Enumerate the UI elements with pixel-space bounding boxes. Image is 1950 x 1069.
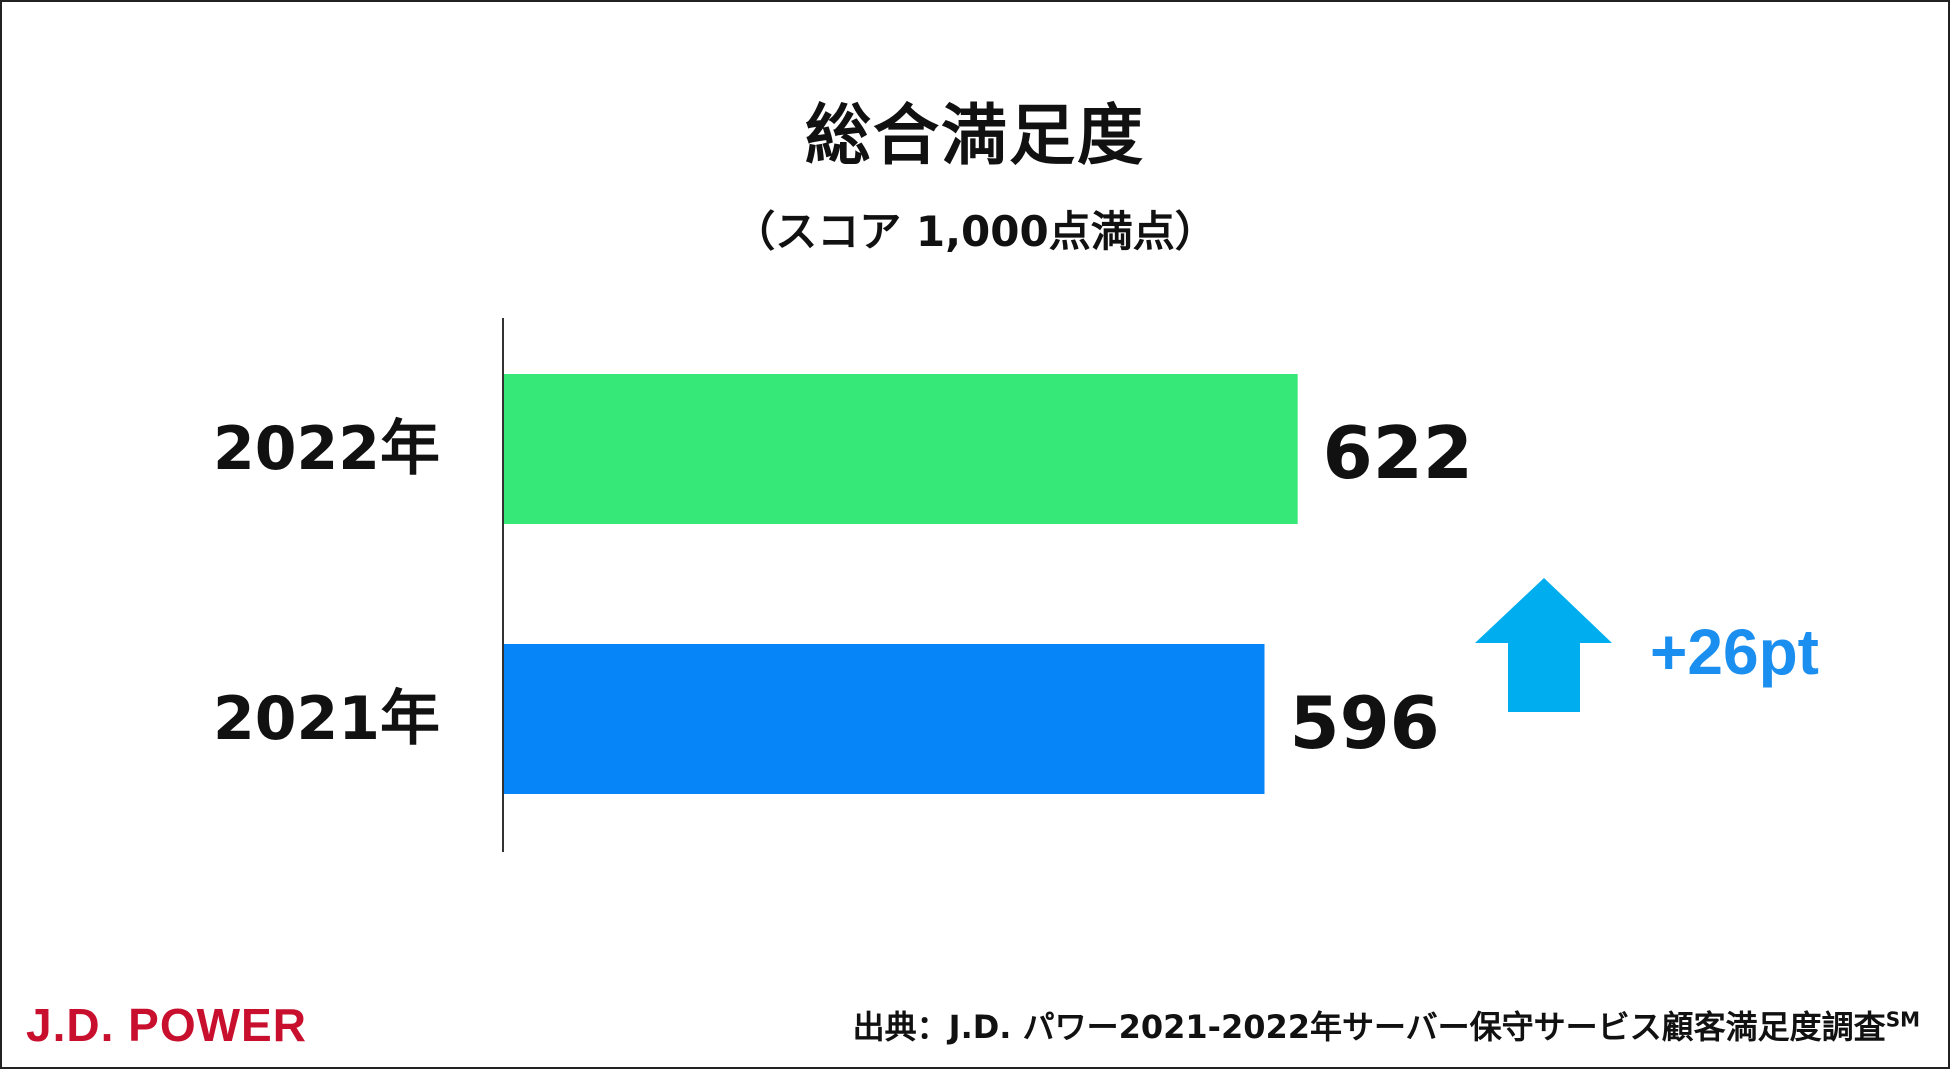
value-label: 596 — [1289, 681, 1439, 765]
source-text: 出典：J.D. パワー2021-2022年サーバー保守サービス顧客満足度調査 — [852, 1008, 1886, 1046]
value-label: 622 — [1323, 411, 1473, 495]
category-label: 2021年 — [213, 684, 440, 754]
bar-1 — [504, 644, 1265, 794]
up-arrow-icon — [1475, 578, 1612, 712]
delta-label: +26pt — [1650, 616, 1819, 688]
service-mark: SM — [1885, 1007, 1920, 1032]
bar-0 — [504, 374, 1298, 524]
chart-subtitle: （スコア 1,000点満点） — [733, 207, 1217, 256]
jd-power-logo: J.D. POWER — [26, 999, 307, 1051]
source-note: 出典：J.D. パワー2021-2022年サーバー保守サービス顧客満足度調査SM — [853, 1002, 1920, 1048]
bars-group: 2022年 622 2021年 596 — [213, 374, 1473, 794]
chart-title: 総合満足度 — [805, 97, 1145, 174]
category-label: 2022年 — [213, 414, 440, 484]
